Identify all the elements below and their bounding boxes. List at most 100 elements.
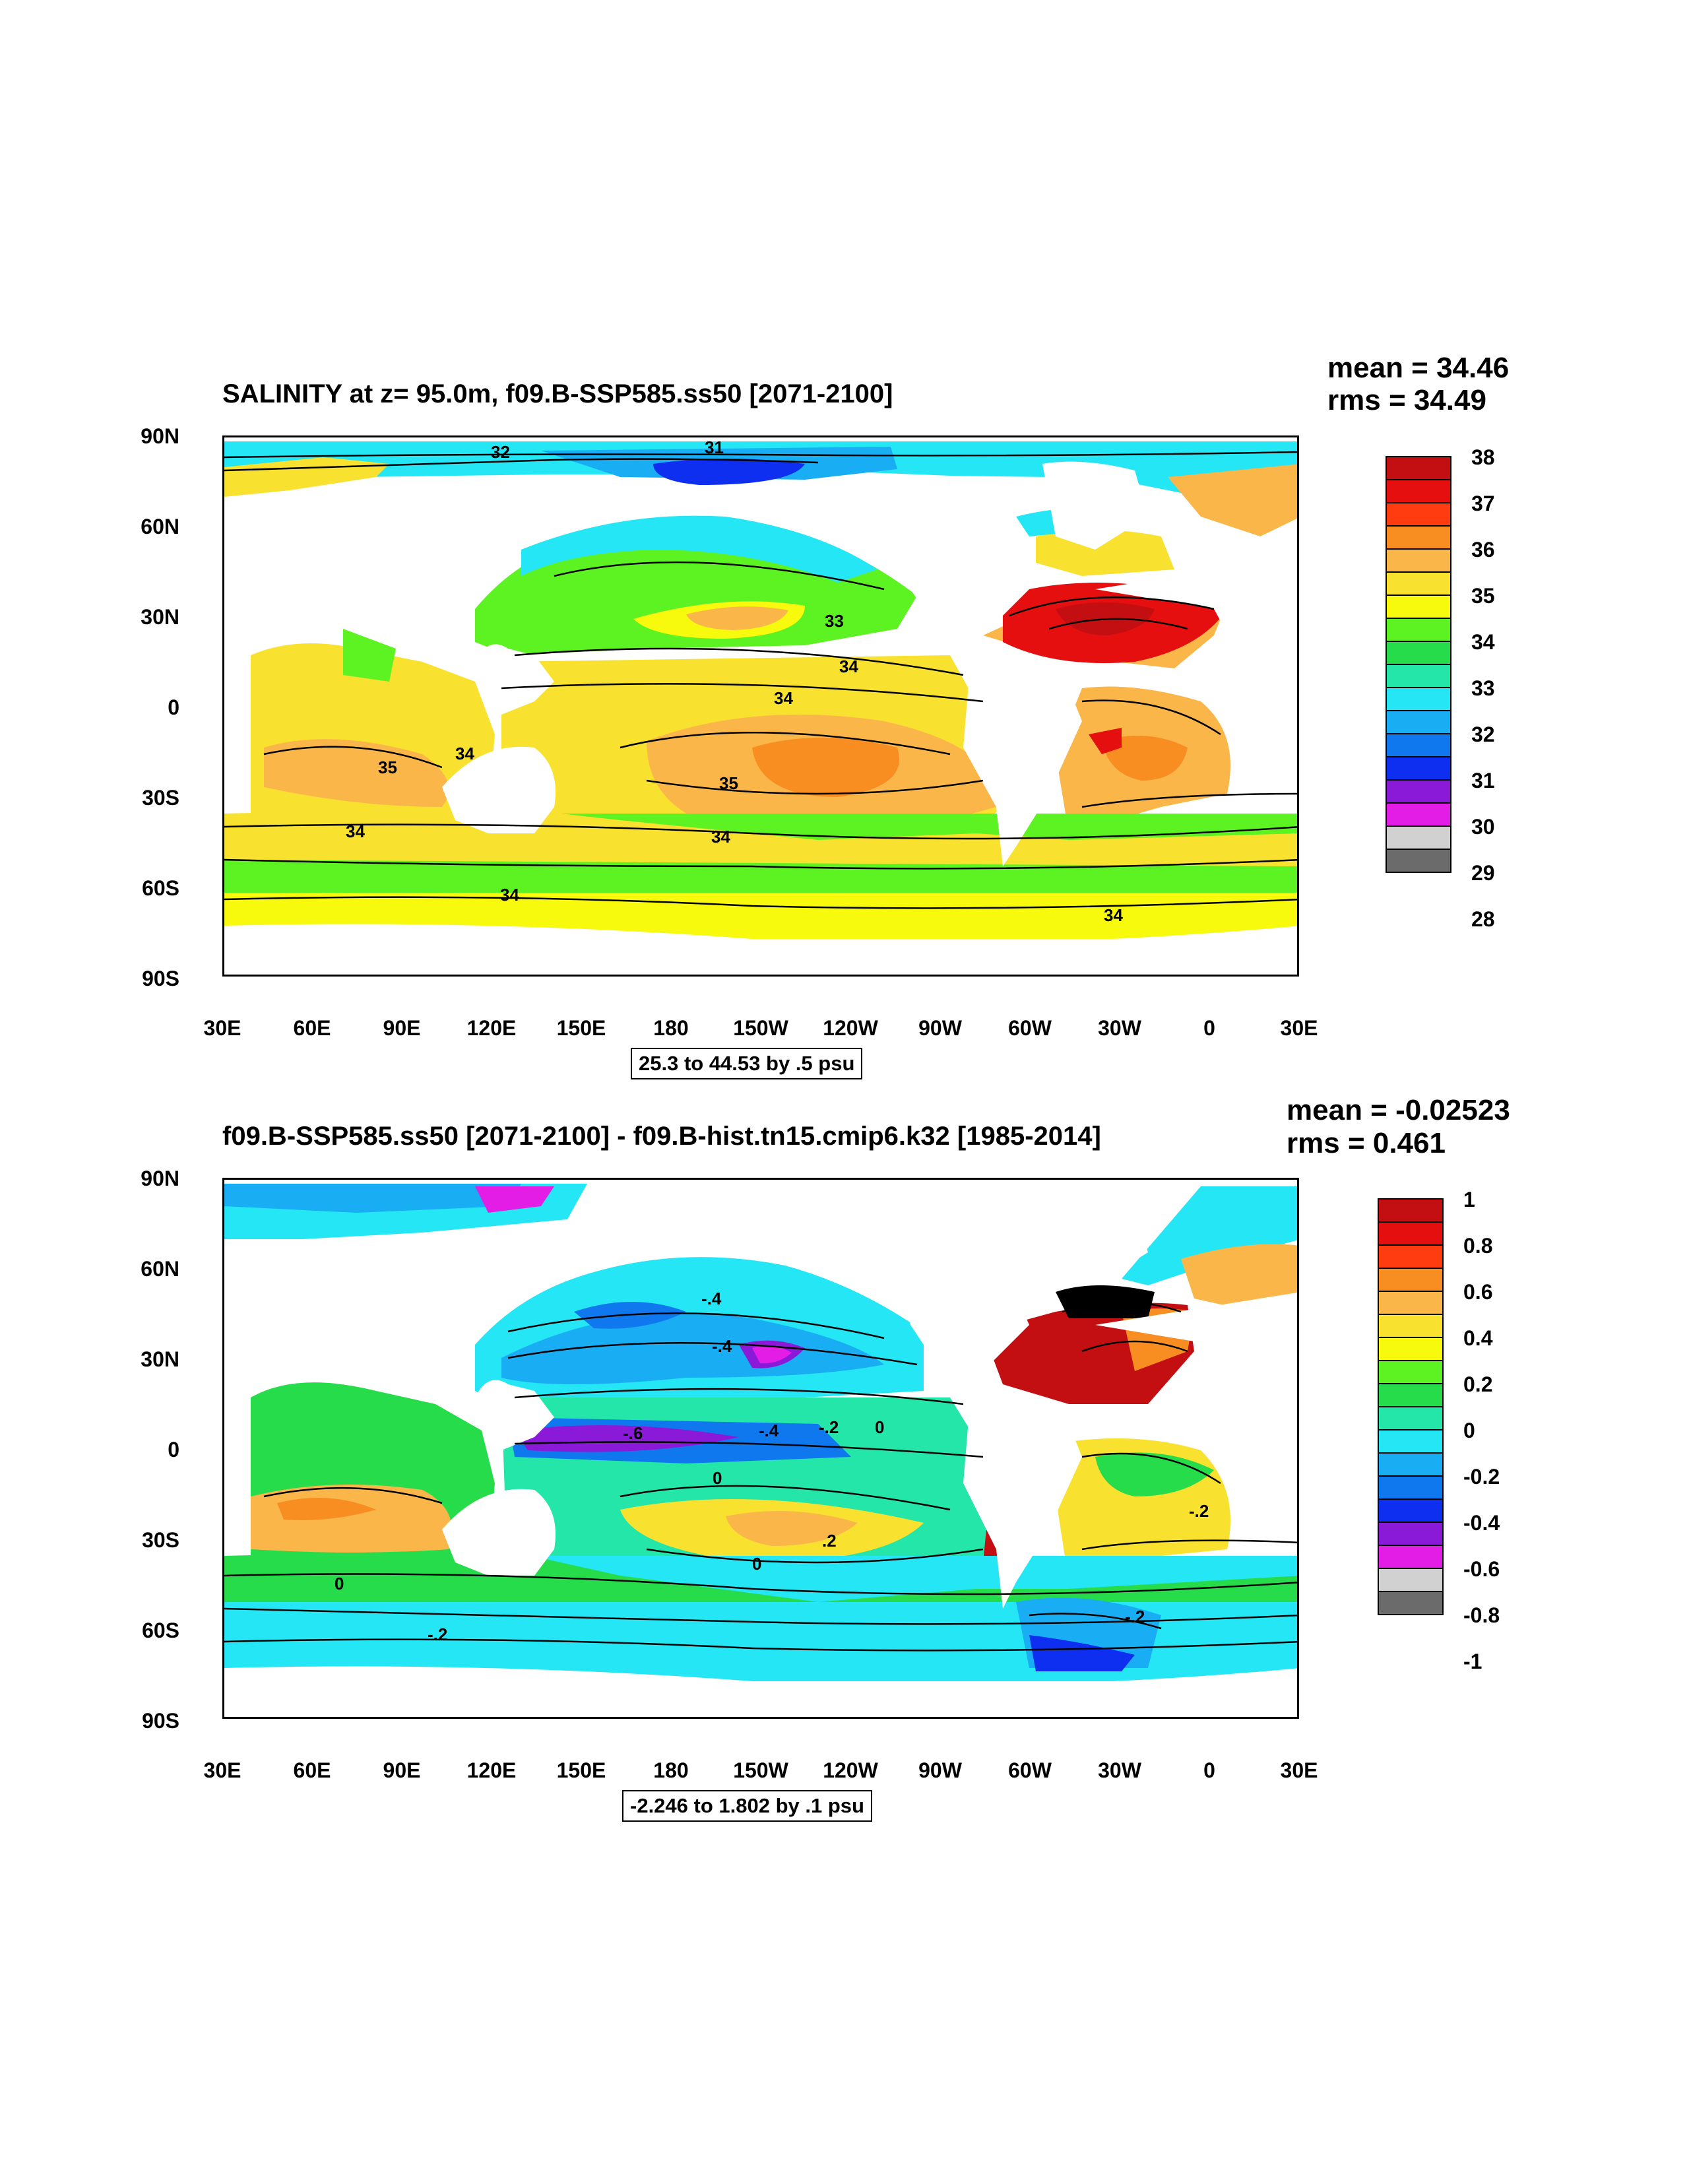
lat-label: 30S (142, 1528, 179, 1552)
contour-label: -.2 (1125, 1607, 1145, 1626)
colorbar-swatch (1386, 641, 1451, 665)
contour-label: -.6 (623, 1423, 643, 1443)
colorbar-label: 0.4 (1463, 1326, 1493, 1350)
colorbar-swatch (1378, 1337, 1444, 1361)
contour-label: 34 (500, 885, 519, 905)
contour-label: 32 (491, 442, 510, 462)
colorbar-label: 32 (1471, 723, 1495, 746)
contour-label: 35 (378, 757, 397, 777)
panel-title: f09.B-SSP585.ss50 [2071-2100] - f09.B-hi… (222, 1122, 1101, 1151)
contour-label: 34 (774, 688, 793, 708)
colorbar: 38 37 36 35 34 33 32 31 30 29 28 (1386, 445, 1495, 931)
colorbar-swatch (1386, 687, 1451, 711)
colorbar: 1 0.8 0.6 0.4 0.2 0 -0.2 -0.4 -0.6 -0.8 … (1378, 1188, 1500, 1673)
lon-label: 30E (203, 1016, 241, 1040)
colorbar-swatch (1378, 1291, 1444, 1315)
lon-label: 60E (293, 1016, 331, 1040)
lat-label: 90N (141, 424, 179, 448)
lon-label: 150W (733, 1758, 788, 1782)
colorbar-label: 28 (1471, 907, 1495, 931)
contour-label: 34 (346, 821, 365, 841)
colorbar-swatch (1386, 571, 1451, 596)
contour-label: -.2 (1189, 1501, 1209, 1521)
lat-label: 60N (141, 1257, 179, 1281)
colorbar-swatch (1378, 1498, 1444, 1523)
lat-label: 30S (142, 786, 179, 810)
contour-label: 34 (1104, 905, 1123, 925)
lon-label: 60W (1008, 1016, 1052, 1040)
lon-label: 30E (203, 1758, 241, 1782)
colorbar-swatch (1378, 1221, 1444, 1246)
contour-range-box: 25.3 to 44.53 by .5 psu (631, 1048, 863, 1079)
contour-label: -.2 (428, 1624, 448, 1644)
colorbar-label: -0.8 (1463, 1603, 1500, 1627)
lon-label: 90E (383, 1758, 421, 1782)
colorbar-swatch (1378, 1522, 1444, 1546)
contour-label: 0 (713, 1468, 722, 1488)
colorbar-label: -0.4 (1463, 1511, 1500, 1535)
colorbar-swatch (1386, 525, 1451, 550)
rms-value: rms = 34.49 (1327, 384, 1486, 416)
colorbar-label: 37 (1471, 492, 1495, 515)
colorbar-swatch (1386, 802, 1451, 827)
lon-label: 0 (1203, 1758, 1215, 1782)
colorbar-swatch (1386, 502, 1451, 527)
colorbar-swatch (1378, 1383, 1444, 1407)
colorbar-label: 36 (1471, 538, 1495, 562)
salinity-field (224, 441, 1297, 975)
contour-label: 34 (839, 657, 858, 676)
colorbar-swatch (1386, 479, 1451, 503)
colorbar-label: 33 (1471, 676, 1495, 700)
contour-label: 0 (335, 1574, 344, 1593)
lat-label: 60S (142, 876, 179, 900)
colorbar-swatch (1386, 594, 1451, 619)
salinity-difference-map (222, 1178, 1299, 1719)
lat-label: 60S (142, 1619, 179, 1642)
contour-label: -.4 (759, 1421, 779, 1440)
colorbar-label: 30 (1471, 815, 1495, 839)
colorbar-label: 35 (1471, 584, 1495, 608)
colorbar-label: 34 (1471, 630, 1495, 654)
colorbar-label: -1 (1463, 1650, 1482, 1673)
colorbar-swatch (1378, 1244, 1444, 1269)
lon-label: 30W (1098, 1758, 1141, 1782)
colorbar-label: 0.6 (1463, 1280, 1493, 1304)
colorbar-swatch (1386, 548, 1451, 573)
lat-label: 30N (141, 1347, 179, 1371)
lat-label: 0 (168, 1438, 179, 1461)
colorbar-swatch (1378, 1406, 1444, 1430)
colorbar-swatch (1378, 1475, 1444, 1500)
colorbar-swatch (1386, 779, 1451, 804)
colorbar-swatch (1386, 756, 1451, 781)
panel-title: SALINITY at z= 95.0m, f09.B-SSP585.ss50 … (222, 379, 893, 408)
lon-label: 120E (466, 1758, 517, 1782)
colorbar-label: -0.6 (1463, 1557, 1500, 1581)
lon-label: 150W (733, 1016, 788, 1040)
colorbar-label: -0.2 (1463, 1465, 1500, 1489)
colorbar-swatch (1378, 1314, 1444, 1338)
contour-label: -.4 (712, 1336, 732, 1356)
contour-label: 31 (705, 437, 724, 457)
colorbar-swatch (1386, 664, 1451, 688)
contour-label: 34 (711, 827, 730, 847)
lon-label: 30E (1280, 1016, 1318, 1040)
contour-range-box: -2.246 to 1.802 by .1 psu (622, 1790, 872, 1822)
colorbar-label: 29 (1471, 861, 1495, 885)
colorbar-swatch (1378, 1452, 1444, 1477)
colorbar-swatch (1378, 1429, 1444, 1454)
colorbar-swatch (1378, 1545, 1444, 1569)
lon-label: 60W (1008, 1758, 1052, 1782)
mean-value: mean = -0.02523 (1287, 1094, 1510, 1126)
colorbar-swatch (1378, 1568, 1444, 1592)
contour-label: 35 (719, 773, 738, 793)
contour-label: 0 (875, 1417, 885, 1437)
colorbar-swatch (1386, 618, 1451, 642)
colorbar-swatch (1378, 1360, 1444, 1384)
lon-label: 120E (466, 1016, 517, 1040)
lon-label: 120W (823, 1016, 878, 1040)
lat-label: 30N (141, 605, 179, 629)
mean-value: mean = 34.46 (1327, 352, 1510, 384)
lon-label: 150E (556, 1016, 606, 1040)
lon-label: 30W (1098, 1016, 1141, 1040)
contour-label: .2 (822, 1531, 837, 1551)
